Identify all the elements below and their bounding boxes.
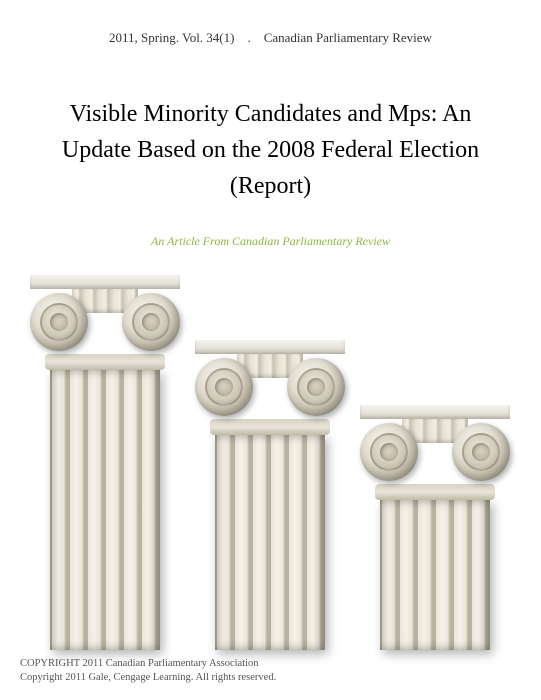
column-capital xyxy=(360,405,510,500)
issue-text: 2011, Spring. Vol. 34(1) xyxy=(109,30,234,45)
column-shaft xyxy=(50,370,160,650)
cover-illustration xyxy=(0,280,541,650)
issue-header: 2011, Spring. Vol. 34(1) . Canadian Parl… xyxy=(0,0,541,46)
column-shaft xyxy=(380,500,490,650)
article-subtitle: An Article From Canadian Parliamentary R… xyxy=(0,204,541,249)
ionic-column-2 xyxy=(195,340,345,650)
column-capital xyxy=(195,340,345,435)
copyright-line-1: COPYRIGHT 2011 Canadian Parliamentary As… xyxy=(20,657,276,672)
ionic-column-1 xyxy=(30,275,180,650)
journal-name: Canadian Parliamentary Review xyxy=(264,30,432,45)
separator-dot: . xyxy=(247,30,250,45)
copyright-line-2: Copyright 2011 Gale, Cengage Learning. A… xyxy=(20,671,276,686)
ionic-column-3 xyxy=(360,405,510,650)
copyright-block: COPYRIGHT 2011 Canadian Parliamentary As… xyxy=(20,657,276,686)
column-shaft xyxy=(215,435,325,650)
column-capital xyxy=(30,275,180,370)
article-title: Visible Minority Candidates and Mps: An … xyxy=(0,46,541,204)
